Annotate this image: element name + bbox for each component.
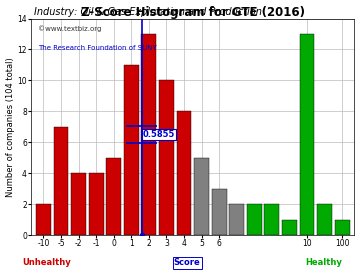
Y-axis label: Number of companies (104 total): Number of companies (104 total): [5, 57, 14, 197]
Bar: [89, 173, 104, 235]
Text: Unhealthy: Unhealthy: [22, 258, 71, 267]
Bar: [282, 220, 297, 235]
Text: Industry: Oil & Gas Exploration and Production: Industry: Oil & Gas Exploration and Prod…: [34, 8, 262, 18]
Bar: [264, 204, 279, 235]
Bar: [159, 80, 174, 235]
Text: Healthy: Healthy: [306, 258, 342, 267]
Bar: [247, 204, 262, 235]
Title: Z-Score Histogram for GTE (2016): Z-Score Histogram for GTE (2016): [81, 6, 305, 19]
Text: ©www.textbiz.org: ©www.textbiz.org: [37, 25, 101, 32]
Bar: [36, 204, 51, 235]
Text: 0.5855: 0.5855: [143, 130, 175, 139]
Bar: [300, 34, 315, 235]
Bar: [141, 34, 156, 235]
Text: The Research Foundation of SUNY: The Research Foundation of SUNY: [37, 45, 156, 50]
Bar: [317, 204, 332, 235]
Bar: [124, 65, 139, 235]
Bar: [335, 220, 350, 235]
Bar: [71, 173, 86, 235]
Text: Score: Score: [174, 258, 201, 267]
Bar: [106, 158, 121, 235]
Bar: [212, 189, 226, 235]
Bar: [176, 111, 192, 235]
Bar: [229, 204, 244, 235]
Bar: [54, 127, 68, 235]
Bar: [194, 158, 209, 235]
